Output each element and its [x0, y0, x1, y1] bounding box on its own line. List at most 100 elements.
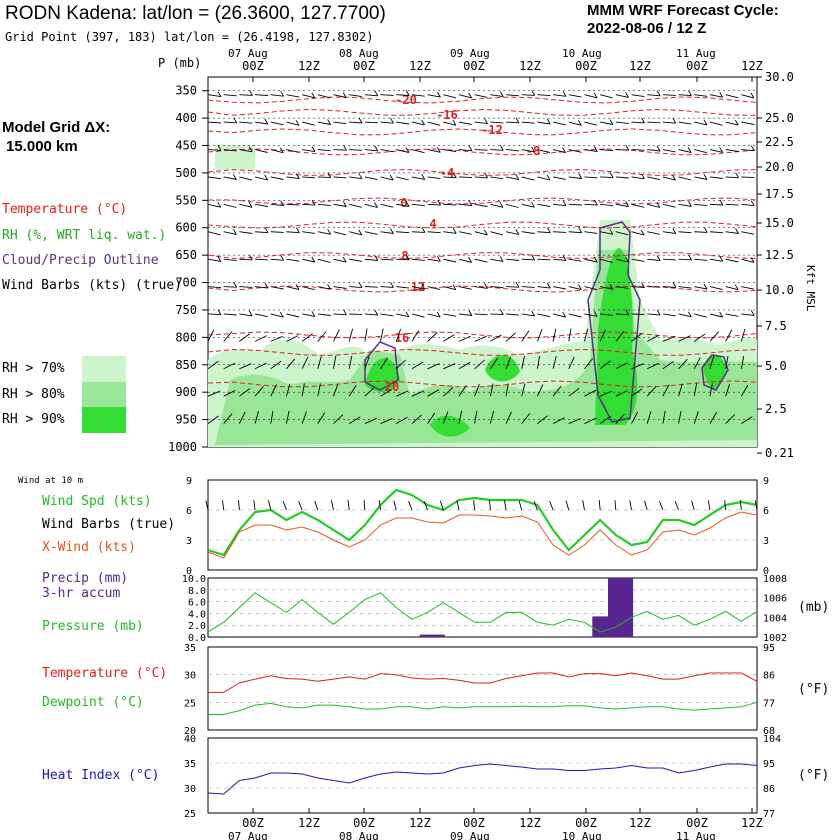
wind-barb-flag: [249, 90, 253, 96]
wind-barb: [474, 286, 488, 289]
wind-barb: [458, 231, 472, 235]
wind-barb-flag: [703, 119, 708, 126]
wind-barb: [223, 313, 237, 316]
wind-barb-flag: [750, 92, 755, 99]
wind-barb: [568, 418, 581, 425]
wind-barb: [600, 203, 614, 207]
wind-barb: [411, 94, 425, 97]
wind-barb: [270, 203, 284, 207]
wind-barb-flag: [311, 199, 316, 206]
wind-barb: [631, 203, 645, 208]
wind-barb: [427, 313, 441, 318]
pressure-ytick: 1002: [763, 633, 787, 644]
wind-barb: [395, 359, 407, 370]
wind-barb: [396, 258, 410, 261]
wind-barb-flag: [248, 254, 253, 261]
temperature-contour-label: 20: [385, 380, 399, 394]
wind-barb: [254, 121, 268, 125]
wind-barb: [537, 149, 551, 153]
surface-wind-barb: [691, 500, 695, 511]
wind-barb: [741, 176, 755, 179]
wind-barb: [458, 176, 473, 179]
wind-barb: [741, 94, 755, 99]
surface-wind-barb: [629, 500, 632, 511]
wind-barb: [584, 121, 598, 126]
wind-barb-flag: [515, 174, 520, 180]
surface-wind-barb: [582, 500, 585, 511]
rh90-fill-e: [430, 415, 470, 437]
wind-barb: [458, 258, 472, 263]
wind-barb-flag: [468, 92, 472, 99]
wind-barb: [521, 313, 535, 317]
wind-barb: [223, 389, 236, 397]
wind-barb: [505, 383, 509, 397]
bottom-date-label: 11 Aug: [676, 830, 716, 840]
wind-barb: [521, 149, 535, 153]
wind-barb: [537, 286, 551, 289]
wind-barb: [317, 258, 331, 263]
wind-barb: [333, 414, 344, 424]
wind-barb: [568, 121, 582, 126]
top-time-label: 00Z: [575, 59, 597, 73]
wind-barb-flag: [750, 200, 755, 206]
wind-barb-flag: [311, 92, 316, 99]
wind-barb-flag: [233, 174, 237, 180]
wind-barb-flag: [264, 174, 269, 181]
heat-panel-frame: [207, 737, 758, 814]
wind-barb: [223, 203, 237, 208]
surface-wind-barb: [238, 500, 240, 511]
wind-barb: [490, 149, 504, 151]
wind-barb: [694, 286, 708, 290]
legend-rh70: RH > 70%: [2, 361, 65, 376]
surface-wind-barb: [473, 500, 476, 511]
bottom-time-label: 12Z: [409, 816, 431, 830]
wind-barb: [709, 331, 720, 342]
wind-barb: [411, 361, 424, 370]
wind-barb: [317, 203, 331, 207]
wind-barb-flag: [468, 200, 473, 206]
legend-dewpoint: Dewpoint (°C): [42, 695, 144, 710]
wind-barb-flag: [437, 255, 441, 262]
wind-barb: [302, 286, 315, 291]
wind-barb: [349, 258, 363, 262]
wind-barb: [631, 411, 638, 424]
wind-barb-flag: [421, 283, 426, 290]
wind-barb-flag: [703, 283, 708, 290]
pressure-axis-label: P (mb): [158, 56, 202, 70]
wind-barb-flag: [515, 117, 520, 124]
wind-barb-flag: [405, 201, 410, 207]
wind-barb: [537, 94, 551, 97]
wind-ytick-left: 6: [186, 506, 192, 517]
wind-barb: [254, 149, 268, 153]
wind-barb: [505, 94, 520, 97]
wind-barb-flag: [264, 282, 269, 289]
wind-barb: [615, 176, 629, 179]
wind-barb: [693, 411, 699, 424]
rh90-fill-c: [485, 355, 520, 382]
bottom-time-label: 12Z: [741, 816, 763, 830]
wind-barb-flag: [358, 229, 363, 236]
wind-barb-flag: [358, 282, 363, 288]
rh90-fill-b: [595, 248, 638, 425]
wind-barb: [521, 383, 526, 397]
wind-barb: [411, 286, 425, 290]
wind-barb-flag: [625, 256, 629, 263]
wind-barb: [584, 286, 598, 291]
temp-ytick: 30: [184, 671, 196, 682]
kft-tick-label: 10.0: [765, 283, 794, 297]
wind-barb-flag: [437, 199, 441, 206]
wind-barb: [317, 286, 331, 290]
wind-barb: [662, 286, 676, 288]
wind-barb: [521, 231, 535, 234]
wind-barb-flag: [578, 120, 582, 126]
wind-barb: [521, 413, 531, 424]
wind-barb: [678, 313, 692, 318]
legend-rh80: RH > 80%: [2, 387, 65, 402]
wind-barb-flag: [546, 282, 551, 289]
xwind-line: [207, 511, 758, 559]
wind-barb: [552, 149, 566, 154]
wind-barb-flag: [687, 147, 692, 153]
wind-barb: [411, 330, 420, 342]
wind-barb: [364, 149, 378, 152]
bottom-time-label: 00Z: [353, 816, 375, 830]
